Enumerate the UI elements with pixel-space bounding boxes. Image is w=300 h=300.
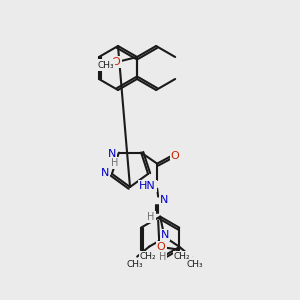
Text: O: O xyxy=(171,151,179,160)
Text: O: O xyxy=(157,242,166,252)
Text: CH₃: CH₃ xyxy=(98,61,114,70)
Text: N: N xyxy=(101,168,109,178)
Text: N: N xyxy=(160,195,168,205)
Text: H: H xyxy=(148,212,155,222)
Text: O: O xyxy=(112,57,120,67)
Text: CH₃: CH₃ xyxy=(187,260,203,269)
Text: H: H xyxy=(111,158,118,168)
Text: N: N xyxy=(108,148,116,159)
Text: HN: HN xyxy=(139,181,155,190)
Text: N: N xyxy=(161,230,170,240)
Text: CH₂: CH₂ xyxy=(140,252,157,261)
Text: H: H xyxy=(158,252,166,262)
Text: CH₃: CH₃ xyxy=(127,260,143,269)
Text: CH₂: CH₂ xyxy=(174,252,190,261)
